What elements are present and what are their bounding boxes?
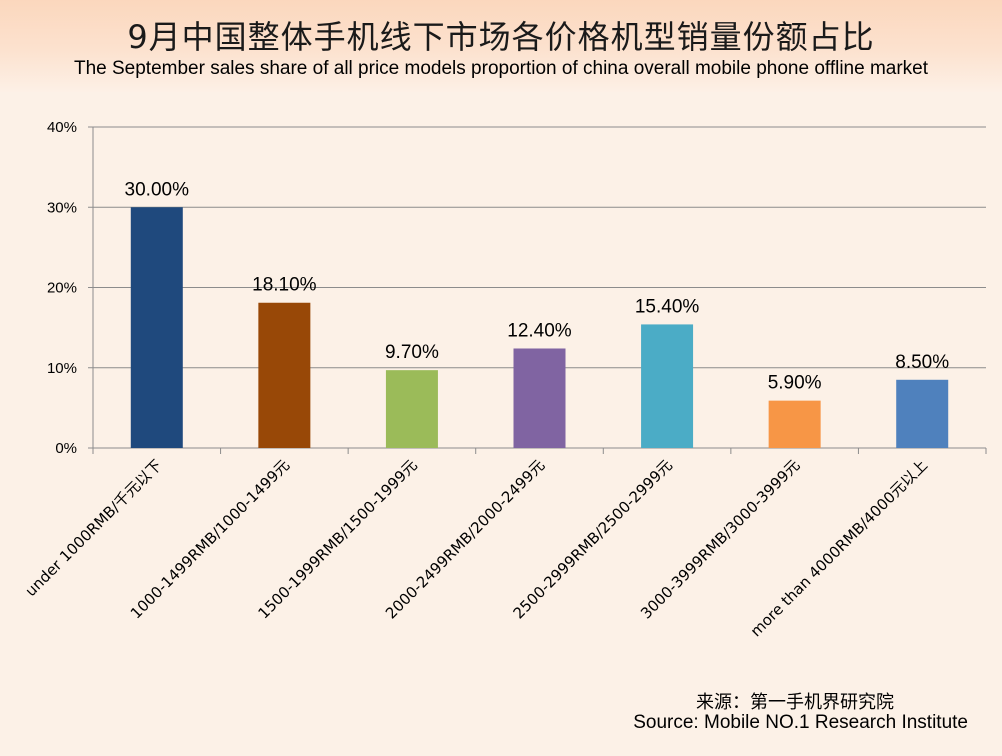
bar	[641, 324, 694, 448]
bar	[130, 207, 183, 448]
chart-title-cn: 9月中国整体手机线下市场各价格机型销量份额占比	[127, 18, 875, 56]
bar	[513, 348, 566, 448]
category-label: under 1000RMB/千元以下	[22, 456, 166, 600]
data-label: 5.90%	[768, 373, 822, 394]
y-tick-label: 0%	[55, 440, 77, 457]
bar	[768, 400, 821, 448]
source-en: Source: Mobile NO.1 Research Institute	[633, 712, 968, 733]
data-label: 30.00%	[125, 179, 190, 200]
bar	[258, 302, 311, 448]
data-label: 9.70%	[385, 342, 439, 363]
data-label: 8.50%	[895, 352, 949, 373]
source-cn: 来源：第一手机界研究院	[696, 692, 894, 713]
bar	[896, 379, 949, 448]
chart-title-en: The September sales share of all price m…	[73, 58, 929, 79]
y-tick-label: 20%	[47, 280, 77, 297]
y-tick-label: 40%	[47, 119, 77, 136]
y-tick-label: 10%	[47, 360, 77, 377]
bar	[385, 370, 438, 448]
header-band	[0, 0, 1002, 92]
data-label: 15.40%	[635, 296, 700, 317]
data-label: 18.10%	[252, 275, 317, 296]
data-label: 12.40%	[507, 320, 572, 341]
y-tick-label: 30%	[47, 199, 77, 216]
